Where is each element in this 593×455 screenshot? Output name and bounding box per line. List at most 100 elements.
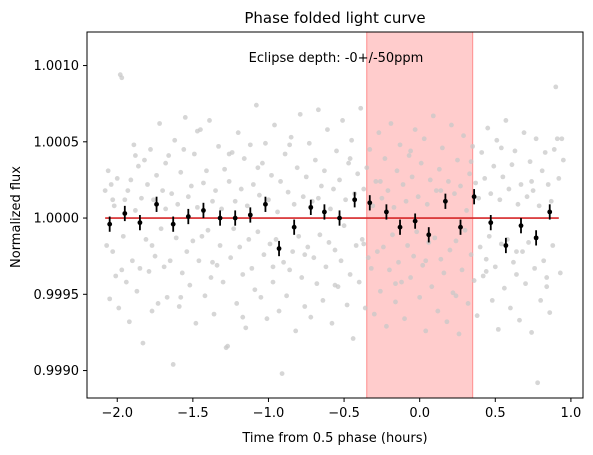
binned-point: [518, 223, 524, 229]
raw-point: [427, 177, 433, 183]
raw-point: [399, 279, 404, 285]
raw-point: [152, 253, 158, 259]
raw-point: [123, 279, 129, 285]
raw-point: [373, 179, 379, 184]
raw-point: [347, 156, 353, 161]
raw-point: [370, 203, 376, 209]
raw-point: [126, 319, 132, 325]
raw-point: [341, 223, 347, 229]
raw-point: [461, 133, 466, 139]
raw-point: [449, 122, 454, 128]
raw-point: [161, 264, 167, 270]
raw-point: [542, 150, 548, 155]
raw-point: [361, 186, 367, 192]
raw-point: [278, 179, 283, 184]
raw-point: [213, 188, 218, 194]
raw-point: [140, 340, 146, 346]
raw-point: [527, 159, 533, 165]
raw-point: [217, 243, 223, 248]
raw-point: [190, 238, 196, 244]
raw-point: [222, 166, 228, 172]
raw-point: [429, 284, 435, 290]
raw-point: [453, 238, 459, 244]
raw-point: [367, 147, 373, 152]
raw-point: [349, 137, 355, 143]
raw-point: [264, 316, 270, 322]
raw-point: [249, 265, 255, 271]
binned-point: [107, 221, 113, 227]
raw-point: [228, 255, 234, 261]
raw-point: [489, 298, 495, 303]
raw-point: [529, 330, 534, 335]
raw-point: [403, 198, 409, 204]
raw-point: [402, 316, 407, 322]
binned-point: [232, 215, 238, 221]
binned-point: [458, 224, 463, 230]
raw-point: [145, 182, 150, 187]
raw-point: [346, 160, 352, 166]
raw-point: [107, 296, 113, 302]
x-tick-label: 1.0: [561, 406, 582, 421]
raw-point: [178, 169, 184, 175]
raw-point: [452, 191, 457, 197]
raw-point: [379, 195, 385, 201]
binned-point: [471, 194, 477, 200]
binned-point: [412, 218, 418, 224]
raw-point: [418, 160, 424, 166]
x-axis-label: Time from 0.5 phase (hours): [241, 431, 427, 446]
x-tick-label: 0.5: [485, 406, 506, 421]
raw-point: [311, 255, 317, 261]
raw-point: [170, 362, 176, 367]
raw-point: [129, 258, 135, 264]
raw-point: [225, 343, 231, 349]
raw-point: [423, 328, 429, 334]
binned-point: [426, 232, 432, 238]
raw-point: [131, 142, 137, 148]
binned-point: [442, 198, 448, 204]
raw-point: [210, 259, 215, 265]
raw-point: [432, 235, 438, 241]
raw-point: [476, 195, 482, 201]
raw-point: [302, 304, 308, 309]
raw-point: [169, 191, 175, 197]
x-tick-label: 0.0: [409, 406, 430, 421]
binned-point: [291, 224, 297, 230]
raw-point: [470, 143, 476, 149]
raw-point: [337, 177, 342, 183]
raw-point: [210, 198, 215, 204]
raw-point: [290, 249, 296, 255]
raw-point: [164, 294, 170, 300]
raw-point: [382, 156, 388, 161]
raw-point: [408, 148, 414, 154]
raw-point: [305, 244, 311, 250]
raw-point: [459, 267, 465, 273]
raw-point: [498, 145, 504, 151]
raw-point: [270, 264, 276, 270]
raw-point: [188, 183, 194, 189]
raw-point: [377, 288, 383, 294]
raw-point: [488, 191, 494, 197]
raw-point: [400, 182, 406, 187]
y-tick-label: 0.9995: [34, 288, 80, 303]
raw-point: [384, 323, 389, 329]
raw-point: [296, 233, 302, 239]
binned-point: [137, 220, 143, 226]
raw-point: [284, 293, 290, 299]
raw-point: [344, 302, 350, 308]
raw-point: [173, 235, 179, 241]
raw-point: [509, 162, 515, 168]
raw-point: [237, 244, 243, 250]
raw-point: [299, 275, 305, 280]
raw-point: [467, 171, 472, 177]
raw-point: [541, 258, 547, 264]
raw-point: [240, 314, 246, 320]
raw-point: [421, 136, 427, 142]
eclipse-window-layer: [366, 32, 474, 398]
raw-point: [205, 227, 211, 233]
raw-point: [464, 208, 469, 213]
raw-point: [306, 140, 312, 146]
raw-point: [485, 125, 491, 131]
raw-point: [325, 127, 330, 132]
raw-point: [273, 237, 279, 242]
y-tick-label: 1.0000: [34, 212, 80, 227]
